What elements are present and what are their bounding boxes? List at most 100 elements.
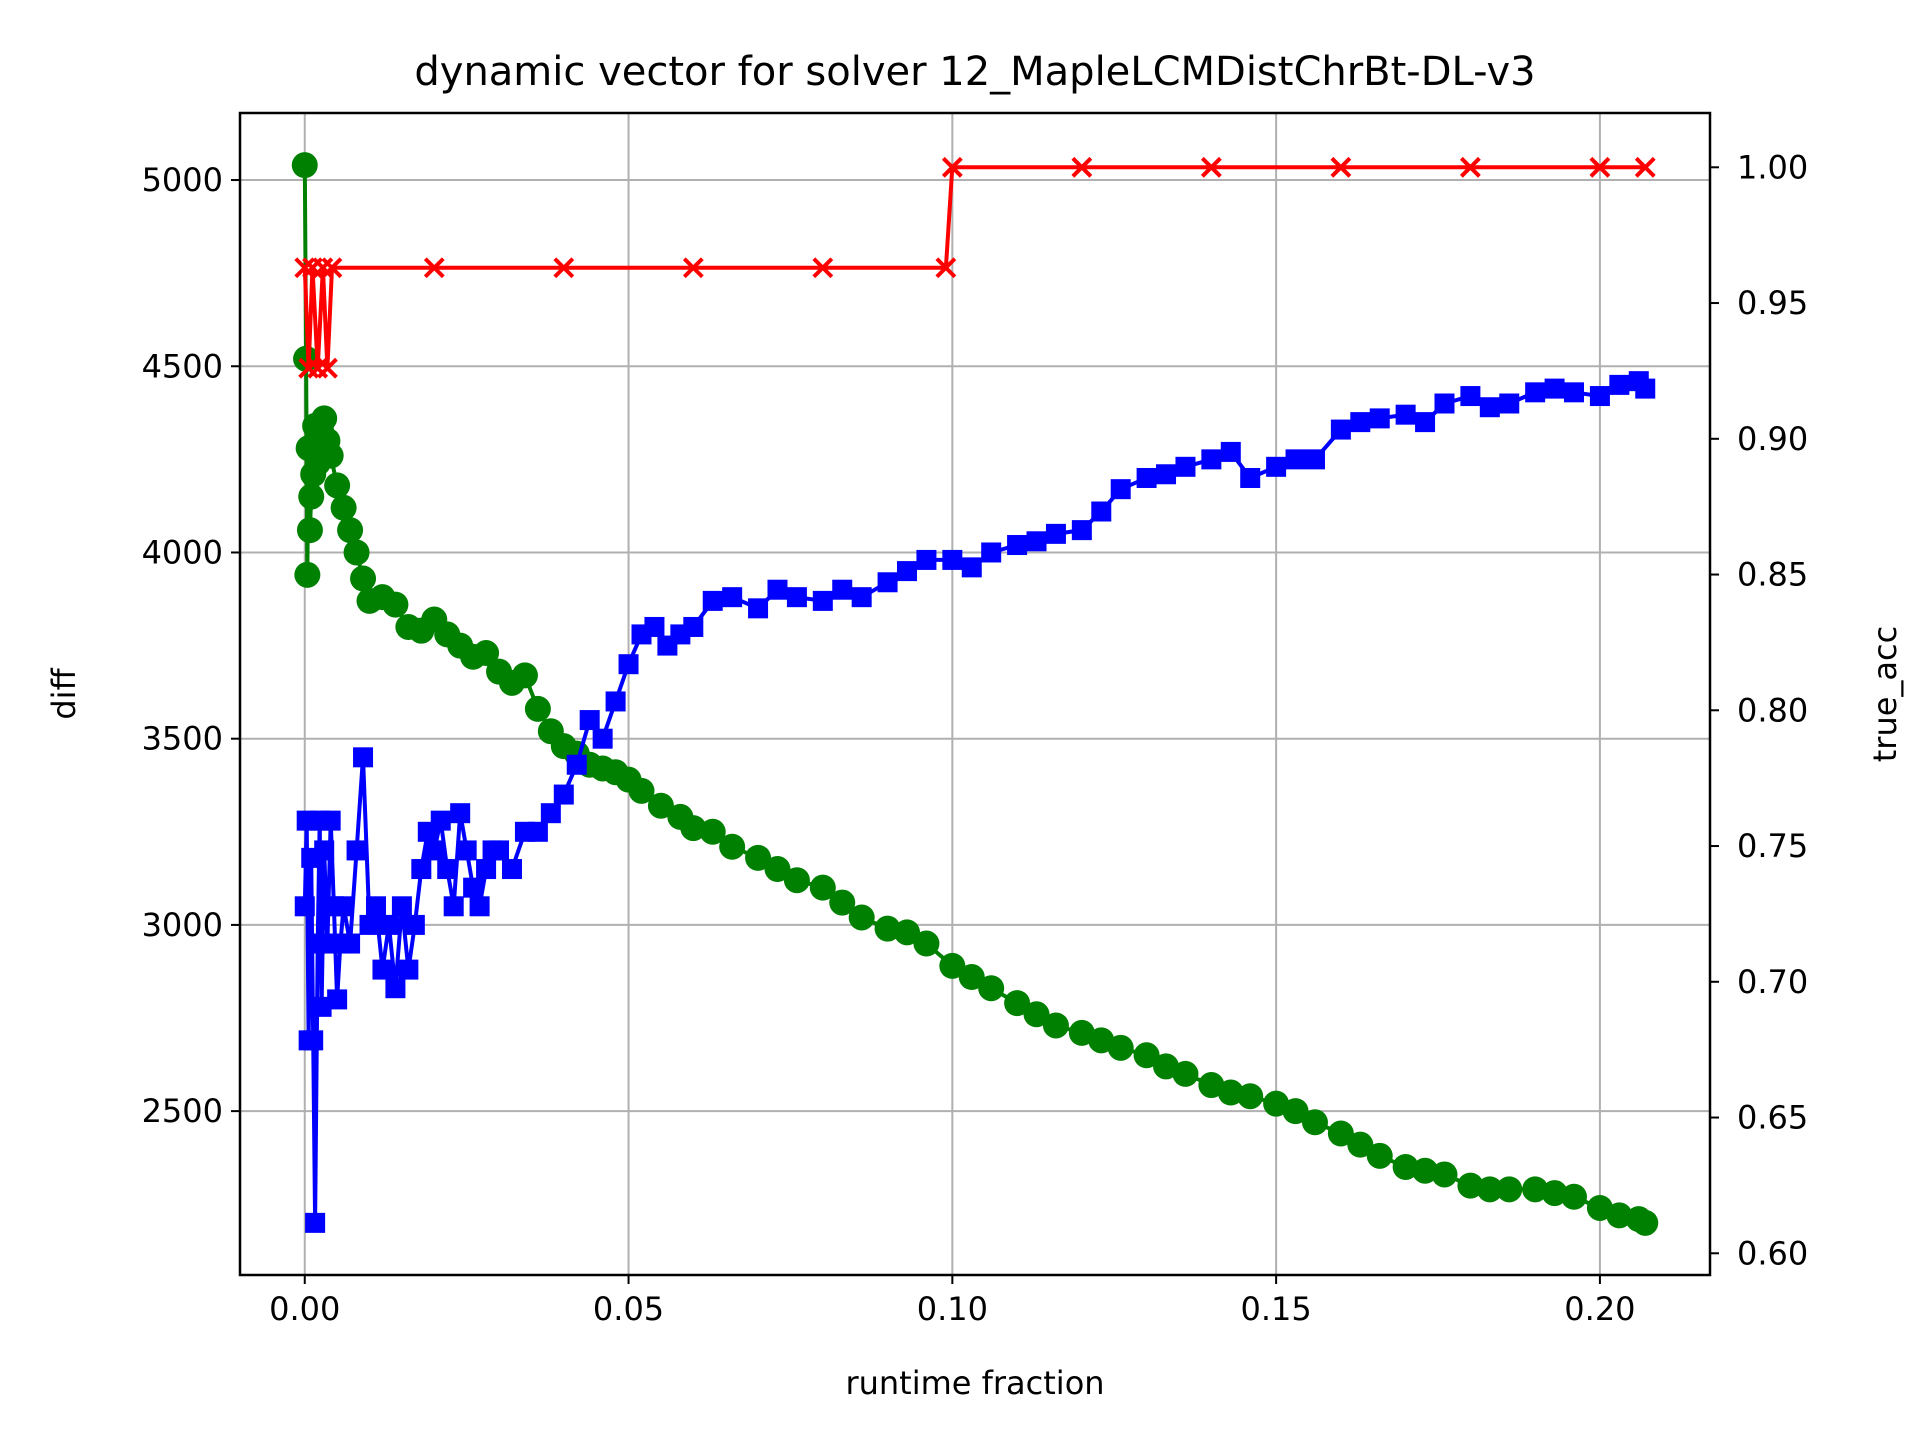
grid-layer bbox=[240, 113, 1710, 1275]
data-point bbox=[1541, 1180, 1568, 1207]
data-point bbox=[298, 357, 320, 379]
data-point bbox=[469, 896, 490, 917]
data-point bbox=[1200, 156, 1222, 178]
data-point bbox=[359, 914, 380, 935]
x-tick-label: 0.15 bbox=[1240, 1290, 1311, 1328]
data-point bbox=[411, 859, 432, 880]
data-point bbox=[404, 914, 425, 935]
data-point bbox=[683, 616, 704, 637]
data-point bbox=[1561, 1183, 1588, 1210]
data-point bbox=[1589, 386, 1610, 407]
data-point bbox=[1460, 386, 1481, 407]
data-point bbox=[372, 959, 393, 980]
data-point bbox=[1369, 408, 1390, 429]
data-point bbox=[1415, 412, 1436, 433]
data-point bbox=[1045, 523, 1066, 544]
data-point bbox=[553, 784, 574, 805]
data-point bbox=[430, 810, 451, 831]
data-point bbox=[1110, 479, 1131, 500]
data-point bbox=[298, 483, 325, 510]
data-point bbox=[1476, 1176, 1503, 1203]
data-point bbox=[1240, 467, 1261, 488]
data-point bbox=[1496, 1176, 1523, 1203]
y-axis-right: 0.60 0.65 0.70 0.75 0.80 0.85 0.90 0.95 1.00 bbox=[1710, 148, 1808, 1272]
data-point bbox=[398, 959, 419, 980]
data-point bbox=[1156, 464, 1177, 485]
x-axis-label: runtime fraction bbox=[845, 1364, 1104, 1402]
data-point bbox=[1632, 1209, 1659, 1236]
data-point bbox=[939, 952, 966, 979]
y-left-tick-label: 2500 bbox=[142, 1092, 223, 1130]
data-point bbox=[463, 877, 484, 898]
data-point bbox=[303, 1030, 324, 1051]
data-point bbox=[1347, 1131, 1374, 1158]
data-point bbox=[702, 590, 723, 611]
data-point bbox=[783, 867, 810, 894]
data-point bbox=[346, 840, 367, 861]
data-point bbox=[1007, 535, 1028, 556]
data-point bbox=[1133, 1042, 1160, 1069]
data-point bbox=[294, 561, 321, 588]
y-right-tick-label: 0.70 bbox=[1737, 963, 1808, 1001]
data-point bbox=[353, 747, 374, 768]
data-point bbox=[321, 257, 343, 279]
data-point bbox=[1350, 412, 1371, 433]
data-point bbox=[1237, 1083, 1264, 1110]
data-point bbox=[961, 557, 982, 578]
data-point bbox=[1107, 1034, 1134, 1061]
data-point bbox=[1525, 382, 1546, 403]
data-point bbox=[314, 840, 335, 861]
data-point bbox=[553, 257, 575, 279]
data-point bbox=[333, 896, 354, 917]
data-point bbox=[812, 590, 833, 611]
data-point bbox=[501, 859, 522, 880]
data-point bbox=[1201, 449, 1222, 470]
data-point bbox=[524, 695, 551, 722]
data-point bbox=[317, 357, 338, 379]
data-point bbox=[913, 930, 940, 957]
data-point bbox=[981, 542, 1002, 563]
data-point bbox=[450, 803, 471, 824]
data-point bbox=[1175, 456, 1196, 477]
data-point bbox=[786, 587, 807, 608]
data-point bbox=[540, 803, 561, 824]
data-point bbox=[1522, 1176, 1549, 1203]
data-point bbox=[312, 257, 334, 279]
y-right-tick-label: 0.80 bbox=[1737, 691, 1808, 729]
data-point bbox=[1026, 531, 1047, 552]
data-point bbox=[1330, 419, 1351, 440]
y-right-tick-label: 0.75 bbox=[1737, 827, 1808, 865]
data-point bbox=[337, 517, 364, 544]
plot-frame bbox=[238, 111, 1712, 1277]
data-point bbox=[1304, 449, 1325, 470]
y-right-tick-label: 0.60 bbox=[1737, 1234, 1808, 1272]
data-point bbox=[1285, 449, 1306, 470]
data-point bbox=[618, 654, 639, 675]
data-point bbox=[527, 821, 548, 842]
data-point bbox=[311, 996, 332, 1017]
plot-layer bbox=[291, 152, 1659, 1236]
data-point bbox=[456, 840, 477, 861]
data-point bbox=[566, 754, 587, 775]
data-point bbox=[443, 896, 464, 917]
data-point bbox=[320, 810, 341, 831]
data-point bbox=[350, 565, 377, 592]
data-point bbox=[1042, 1012, 1069, 1039]
data-point bbox=[1589, 156, 1611, 178]
data-point bbox=[941, 156, 963, 178]
data-point bbox=[305, 1212, 326, 1233]
data-point bbox=[385, 978, 406, 999]
series-0 bbox=[291, 152, 1659, 1236]
data-point bbox=[1431, 1161, 1458, 1188]
data-point bbox=[978, 975, 1005, 1002]
data-point bbox=[897, 561, 918, 582]
series-1 bbox=[294, 371, 1656, 1233]
data-point bbox=[942, 549, 963, 570]
data-point bbox=[592, 728, 613, 749]
data-point bbox=[699, 818, 726, 845]
data-point bbox=[365, 896, 386, 917]
data-point bbox=[832, 579, 853, 600]
data-point bbox=[343, 539, 370, 566]
data-point bbox=[767, 579, 788, 600]
